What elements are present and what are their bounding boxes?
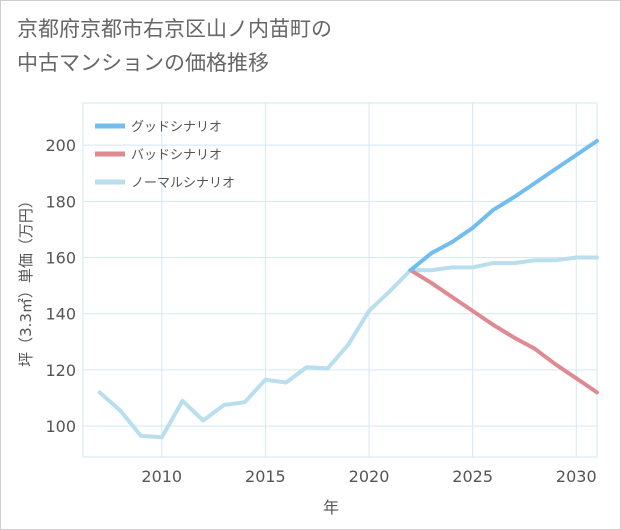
chart-title: 京都府京都市右京区山ノ内苗町の 中古マンションの価格推移 xyxy=(17,12,607,80)
y-tick-label-120: 120 xyxy=(45,361,76,380)
title-line-2: 中古マンションの価格推移 xyxy=(17,51,269,75)
plot-border xyxy=(82,102,598,458)
x-tick-label-2010: 2010 xyxy=(141,467,182,486)
x-tick-label-2025: 2025 xyxy=(452,467,493,486)
axes: 2010 2015 2020 2025 2030 100 120 140 160 180 200 年 坪… xyxy=(17,136,597,517)
x-tick-label-2020: 2020 xyxy=(349,467,390,486)
series-line-bad xyxy=(408,268,599,395)
legend-label-normal: ノーマルシナリオ xyxy=(131,176,235,191)
y-tick-label-100: 100 xyxy=(45,417,76,436)
legend-label-bad: バッドシナリオ xyxy=(131,148,222,163)
x-tick-label-2015: 2015 xyxy=(245,467,286,486)
legend-label-good: グッドシナリオ xyxy=(131,120,222,135)
grid xyxy=(82,102,598,458)
y-tick-label-160: 160 xyxy=(45,249,76,268)
x-axis-label: 年 xyxy=(323,498,339,517)
series-line-normal xyxy=(97,255,599,440)
y-tick-label-200: 200 xyxy=(45,136,76,155)
series-lines xyxy=(97,138,599,440)
title-line-1: 京都府京都市右京区山ノ内苗町の xyxy=(17,17,332,41)
y-axis-label: 坪（3.3㎡）単価（万円） xyxy=(17,193,35,367)
y-tick-label-140: 140 xyxy=(45,305,76,324)
x-tick-label-2030: 2030 xyxy=(556,467,597,486)
y-tick-label-180: 180 xyxy=(45,192,76,211)
series-line-good xyxy=(408,138,599,273)
